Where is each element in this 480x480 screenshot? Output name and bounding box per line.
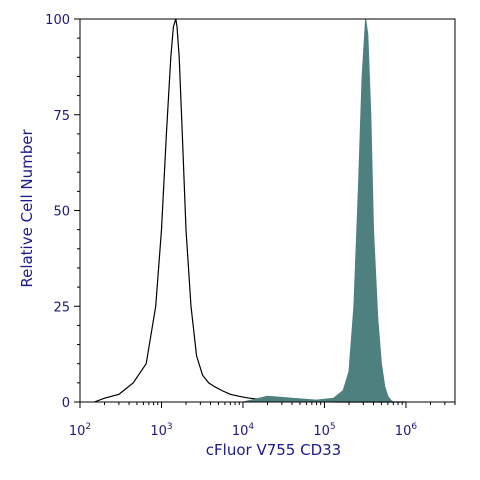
y-axis-title: Relative Cell Number: [18, 129, 36, 288]
x-tick-label: 103: [150, 422, 172, 439]
y-tick-label: 50: [53, 205, 70, 220]
y-tick-label: 100: [45, 13, 70, 28]
x-axis-title: cFluor V755 CD33: [206, 441, 341, 459]
y-tick-label: 25: [53, 300, 70, 315]
series-layer: [94, 18, 406, 403]
x-tick-label: 105: [313, 422, 335, 439]
y-tick-label: 75: [53, 109, 70, 124]
plot-frame: [79, 18, 456, 403]
axis-layer: 0 25 50 75 100 102 103 104 105 106: [45, 13, 456, 439]
x-tick-label: 104: [232, 422, 255, 439]
y-tick-label: 0: [62, 396, 70, 411]
x-tick-label: 106: [395, 422, 418, 439]
x-tick-label: 102: [69, 422, 91, 439]
series-1-filled-histogram: [242, 18, 395, 403]
